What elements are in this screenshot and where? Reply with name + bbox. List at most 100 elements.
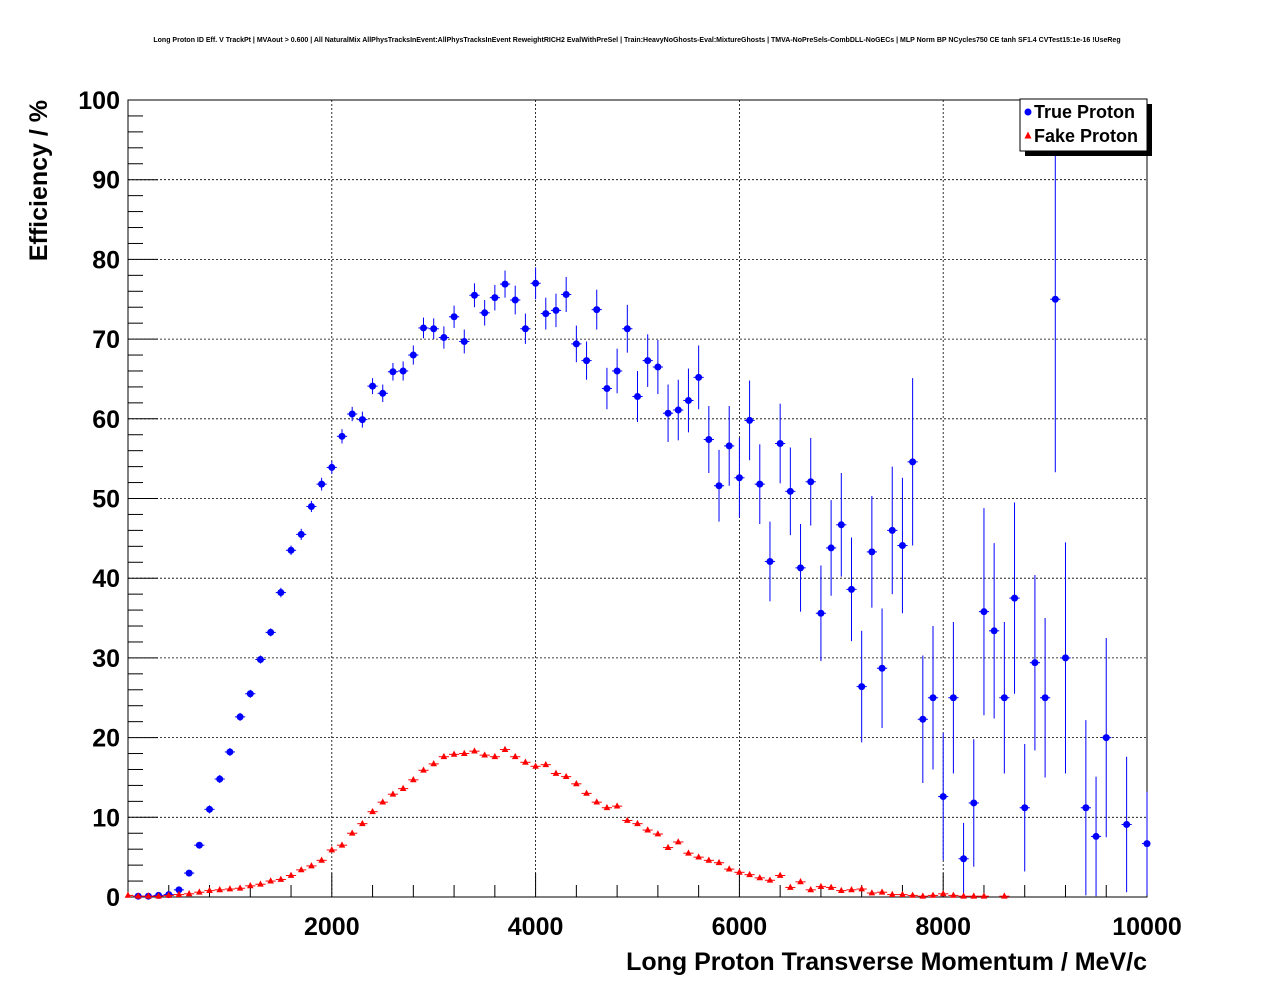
data-point — [450, 750, 458, 757]
data-point — [735, 474, 743, 482]
data-point — [246, 690, 254, 698]
data-point — [746, 870, 753, 878]
data-point — [990, 627, 998, 635]
data-point — [277, 875, 285, 882]
data-point — [562, 290, 570, 298]
grid-lines — [128, 100, 1147, 897]
data-point — [521, 325, 529, 333]
data-point — [909, 891, 916, 898]
data-point — [572, 340, 580, 348]
y-tick-label: 20 — [92, 725, 120, 753]
series-true-proton — [133, 126, 1151, 900]
data-point — [195, 841, 203, 849]
data-point — [491, 294, 499, 302]
data-point — [950, 891, 957, 898]
data-point — [807, 886, 815, 893]
data-point — [603, 803, 611, 811]
data-point — [175, 886, 183, 894]
chart-title: Long Proton ID Eff. V TrackPt | MVAout >… — [153, 37, 1120, 44]
data-point — [1011, 594, 1019, 602]
data-point — [613, 367, 621, 375]
legend-box — [1019, 98, 1148, 152]
data-point — [837, 521, 845, 529]
data-point — [338, 432, 346, 440]
data-point — [175, 890, 183, 898]
legend-label-fake-proton: Fake Proton — [1034, 126, 1138, 146]
y-tick-labels: 0 10 20 30 40 50 60 70 80 90 100 — [78, 87, 120, 912]
data-point — [980, 892, 988, 899]
data-point — [216, 886, 224, 893]
data-point — [684, 396, 692, 404]
data-point — [838, 886, 845, 894]
data-point — [287, 546, 295, 554]
data-point — [1123, 820, 1131, 828]
data-point — [542, 760, 550, 768]
data-point — [797, 878, 804, 885]
data-point — [654, 363, 662, 371]
data-point — [338, 841, 346, 848]
data-point — [420, 324, 428, 332]
x-tick-label: 10000 — [1112, 913, 1182, 941]
data-point — [888, 890, 896, 898]
data-point — [297, 530, 305, 538]
data-point — [817, 882, 825, 890]
data-point — [165, 891, 173, 898]
data-point — [256, 655, 264, 663]
data-point — [409, 351, 417, 359]
data-point — [481, 751, 488, 758]
data-point — [318, 856, 325, 863]
data-point — [1102, 734, 1110, 742]
series-fake-proton — [124, 745, 1010, 899]
data-point — [623, 325, 631, 333]
data-point — [695, 373, 703, 381]
data-point — [481, 309, 489, 317]
data-point — [858, 885, 865, 892]
data-point — [328, 463, 336, 471]
data-point — [460, 749, 468, 756]
data-point — [899, 890, 906, 898]
y-tick-label: 0 — [106, 884, 120, 912]
data-point — [420, 766, 427, 773]
legend: True Proton Fake Proton — [1019, 98, 1152, 156]
data-point — [1082, 804, 1090, 812]
data-point — [847, 585, 855, 593]
y-tick-label: 10 — [92, 804, 120, 832]
data-point — [134, 892, 142, 899]
x-tick-label: 6000 — [712, 913, 768, 941]
data-point — [552, 769, 560, 776]
data-point — [980, 608, 988, 616]
data-point — [919, 892, 927, 899]
data-point — [267, 877, 274, 884]
data-point — [1051, 295, 1059, 303]
data-point — [246, 882, 254, 889]
data-point — [949, 694, 957, 702]
data-point — [532, 762, 539, 769]
data-point — [654, 830, 662, 837]
data-point — [878, 888, 886, 895]
data-point — [674, 406, 682, 414]
data-point — [725, 442, 733, 450]
data-point — [644, 826, 651, 833]
data-point — [206, 805, 214, 813]
y-tick-label: 90 — [92, 167, 120, 195]
data-point — [1001, 892, 1008, 899]
data-point — [277, 589, 285, 597]
data-point — [471, 747, 478, 754]
data-point — [511, 296, 519, 304]
data-point — [389, 790, 397, 797]
data-point — [878, 664, 886, 672]
data-point — [939, 793, 947, 801]
x-tick-label: 8000 — [915, 913, 971, 941]
data-point — [960, 892, 967, 899]
data-point — [929, 891, 937, 898]
data-point — [155, 892, 162, 899]
x-tick-label: 2000 — [304, 913, 360, 941]
data-point — [593, 306, 601, 314]
data-point — [593, 798, 601, 805]
data-point — [522, 758, 529, 765]
y-tick-label: 70 — [92, 326, 120, 354]
data-point — [196, 888, 203, 895]
data-point — [562, 772, 570, 780]
data-point — [583, 357, 591, 365]
